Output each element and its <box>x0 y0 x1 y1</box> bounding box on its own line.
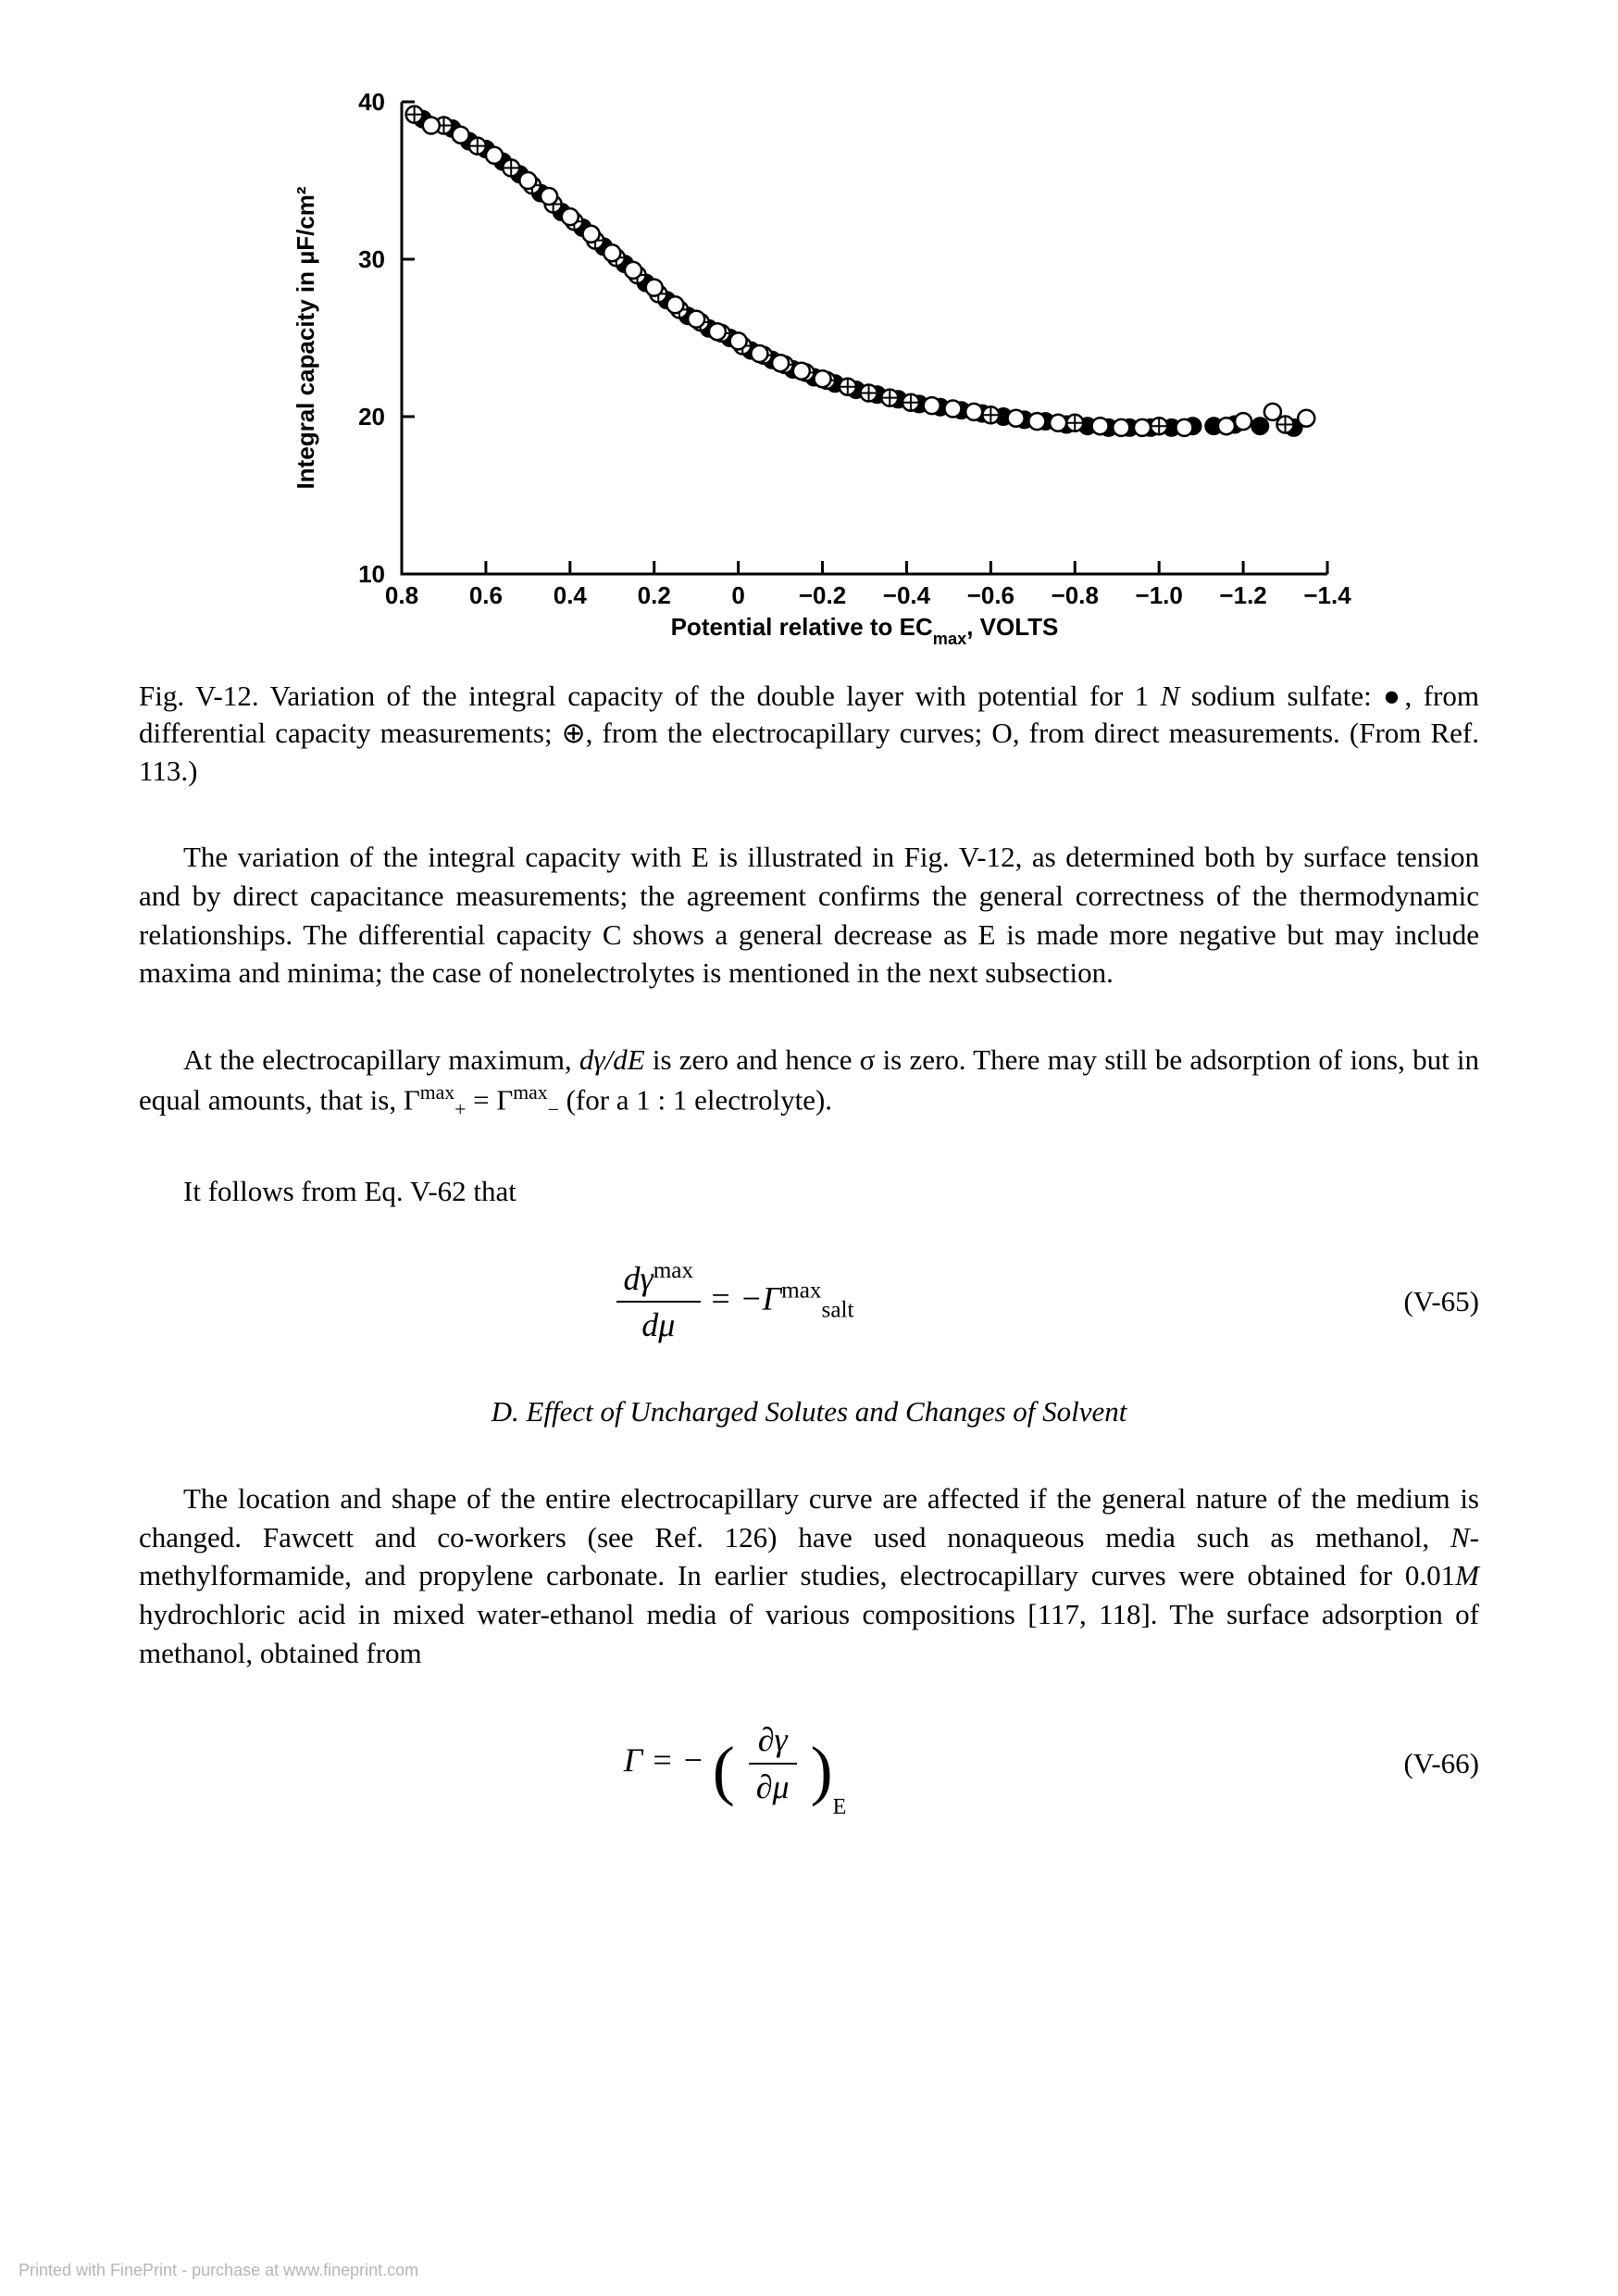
figure-caption: Fig. V-12. Variation of the integral cap… <box>139 678 1479 790</box>
eq65-rhs-sub: salt <box>822 1297 854 1322</box>
eq66-den: ∂μ <box>749 1765 797 1810</box>
eq66-lhs: Γ = − <box>624 1741 713 1778</box>
paragraph-3: It follows from Eq. V-62 that <box>139 1172 1479 1211</box>
p2-dgde: dγ/dE <box>579 1043 645 1076</box>
p4-M: M <box>1455 1559 1479 1591</box>
svg-text:20: 20 <box>358 403 385 430</box>
eq66-sub: E <box>833 1795 847 1819</box>
svg-text:30: 30 <box>358 245 385 273</box>
svg-text:0.6: 0.6 <box>469 581 503 609</box>
svg-text:−0.4: −0.4 <box>883 581 931 609</box>
paragraph-2: At the electrocapillary maximum, dγ/dE i… <box>139 1041 1479 1124</box>
p2-end: (for a 1 : 1 electrolyte). <box>559 1083 832 1116</box>
svg-text:−1.4: −1.4 <box>1303 581 1351 609</box>
eq65-num-d: d <box>624 1260 641 1297</box>
svg-text:−0.8: −0.8 <box>1052 581 1099 609</box>
paragraph-1: The variation of the integral capacity w… <box>139 838 1479 992</box>
svg-text:Integral capacity in µF/cm²: Integral capacity in µF/cm² <box>292 186 319 489</box>
p2-minus-sub: − <box>548 1099 559 1121</box>
eq65-den-d: d <box>641 1306 658 1343</box>
print-footer: Printed with FinePrint - purchase at www… <box>19 2259 418 2281</box>
p4-nm: N <box>1450 1521 1470 1554</box>
p2-plus-sub: + <box>454 1099 466 1121</box>
caption-label: Fig. V-12. <box>139 680 259 712</box>
svg-text:−0.2: −0.2 <box>799 581 846 609</box>
svg-text:10: 10 <box>358 560 385 588</box>
svg-text:0.8: 0.8 <box>385 581 418 609</box>
p4-c: hydrochloric acid in mixed water-ethanol… <box>139 1598 1479 1669</box>
eq65-num-sup: max <box>653 1258 693 1283</box>
eq65-den-mu: μ <box>658 1306 675 1343</box>
eq66-num: ∂γ <box>749 1717 797 1765</box>
p2-eq: = Γ <box>466 1083 513 1116</box>
svg-text:Potential relative to ECmax,: Potential relative to ECmax, VOLTS <box>671 613 1059 648</box>
svg-text:0.4: 0.4 <box>554 581 588 609</box>
integral-capacity-chart: 10 20 30 40 0.8 0.6 0.4 0.2 0 −0.2 −0.4 −0.6 −0.8 −1.… <box>263 83 1355 657</box>
equation-v65: dγmax dμ = −Γmaxsalt (V-65) <box>139 1255 1479 1348</box>
p4-a: The location and shape of the entire ele… <box>139 1482 1479 1554</box>
section-d-title: D. Effect of Uncharged Solutes and Chang… <box>139 1392 1479 1431</box>
p2-plus-sup: max <box>420 1081 454 1104</box>
svg-text:−0.6: −0.6 <box>967 581 1014 609</box>
eq65-label: (V-65) <box>1331 1282 1479 1321</box>
svg-text:0: 0 <box>731 581 744 609</box>
equation-v66: Γ = − ( ∂γ ∂μ )E (V-66) <box>139 1717 1479 1809</box>
eq65-rhs-sup: max <box>781 1278 821 1303</box>
eq65-num-g: γ <box>641 1260 653 1297</box>
eq65-rhs-pre: = −Γ <box>709 1279 781 1316</box>
caption-N: N <box>1161 680 1180 712</box>
p2-pre: At the electrocapillary maximum, <box>183 1043 579 1076</box>
paragraph-4: The location and shape of the entire ele… <box>139 1479 1479 1673</box>
svg-text:−1.0: −1.0 <box>1136 581 1183 609</box>
svg-text:−1.2: −1.2 <box>1219 581 1266 609</box>
caption-text-1: Variation of the integral capacity of th… <box>259 680 1161 712</box>
p2-minus-sup: max <box>513 1081 547 1104</box>
eq66-label: (V-66) <box>1331 1744 1479 1783</box>
svg-text:0.2: 0.2 <box>638 581 671 609</box>
svg-text:40: 40 <box>358 88 385 116</box>
